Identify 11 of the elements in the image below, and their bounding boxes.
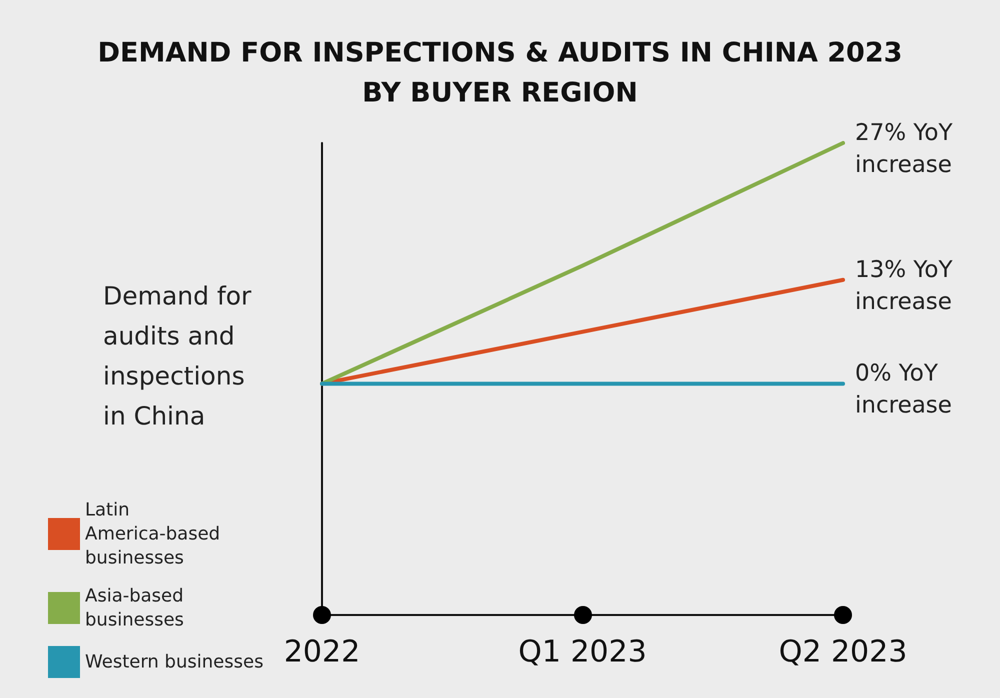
legend-label: Latin America-based businesses <box>85 500 226 568</box>
annotation: 13% YoY increase <box>855 256 954 315</box>
chart-title: DEMAND FOR INSPECTIONS & AUDITS IN CHINA 2023 BY BUYER REGION <box>98 38 902 108</box>
x-tick-label: 2022 <box>284 634 360 670</box>
y-axis-title: Demand for audits and inspections in China <box>103 282 252 430</box>
annotation: 0% YoY increase <box>855 360 952 419</box>
x-tick-label: Q2 2023 <box>778 634 908 670</box>
legend-label: Western businesses <box>85 652 264 672</box>
x-tick-label: Q1 2023 <box>518 634 647 670</box>
legend-label: Asia-based businesses <box>85 586 190 630</box>
annotation: 27% YoY increase <box>855 120 954 178</box>
